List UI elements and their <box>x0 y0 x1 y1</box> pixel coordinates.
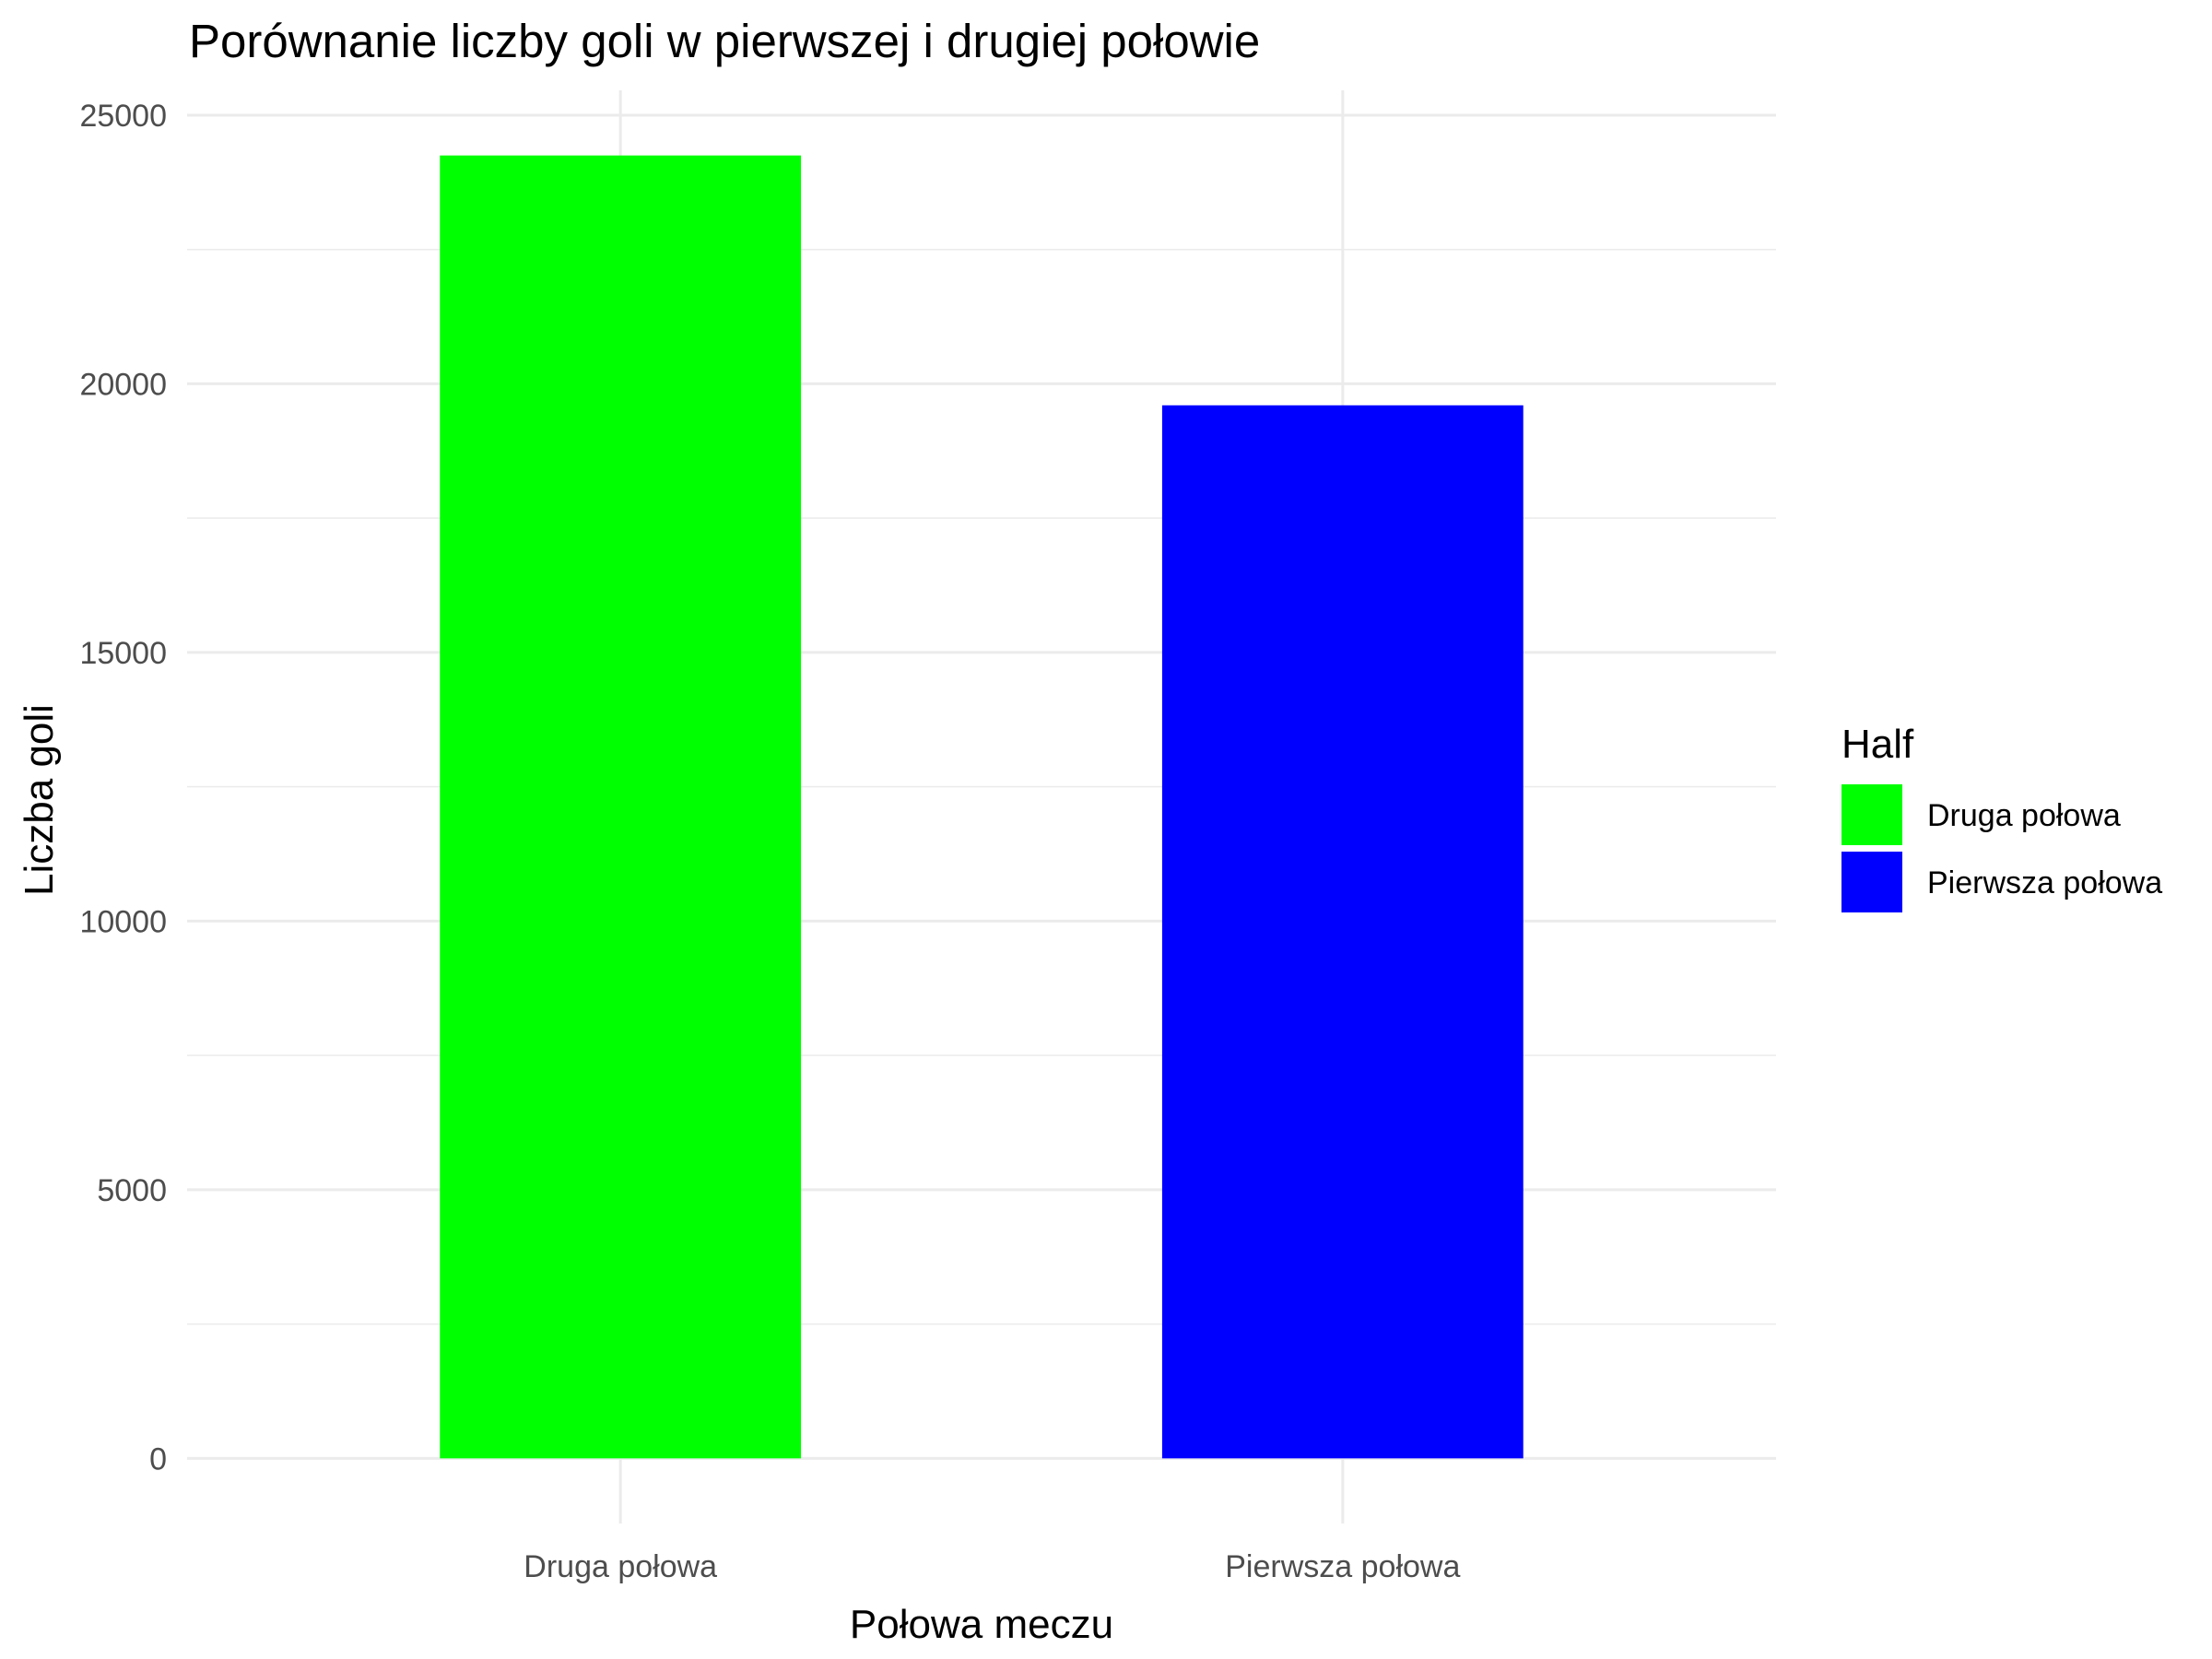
bar-2 <box>1161 405 1524 1459</box>
x-tick-label: Pierwsza połowa <box>1225 1549 1460 1584</box>
grid-lines <box>187 90 1776 1524</box>
y-tick-label: 20000 <box>79 367 167 402</box>
legend-label-2: Pierwsza połowa <box>1927 865 2162 900</box>
legend: Half Druga połowa Pierwsza połowa <box>1841 722 2162 912</box>
y-tick-label: 25000 <box>79 99 167 134</box>
x-axis-ticks: Druga połowa Pierwsza połowa <box>524 1549 1460 1584</box>
y-axis-title: Liczba goli <box>17 704 62 896</box>
y-tick-label: 15000 <box>79 636 167 671</box>
legend-title: Half <box>1841 722 1914 767</box>
bars <box>440 155 1524 1459</box>
x-axis-title: Połowa meczu <box>850 1602 1113 1647</box>
y-tick-label: 5000 <box>97 1173 167 1208</box>
y-tick-label: 0 <box>149 1441 167 1477</box>
chart-title: Porównanie liczby goli w pierwszej i dru… <box>189 15 1260 67</box>
legend-key-1 <box>1841 784 1902 845</box>
bar-1 <box>440 155 802 1459</box>
legend-label-1: Druga połowa <box>1927 798 2121 833</box>
legend-key-2 <box>1841 852 1902 912</box>
y-axis-ticks: 0 5000 10000 15000 20000 25000 <box>79 99 167 1477</box>
x-tick-label: Druga połowa <box>524 1549 717 1584</box>
y-tick-label: 10000 <box>79 904 167 939</box>
